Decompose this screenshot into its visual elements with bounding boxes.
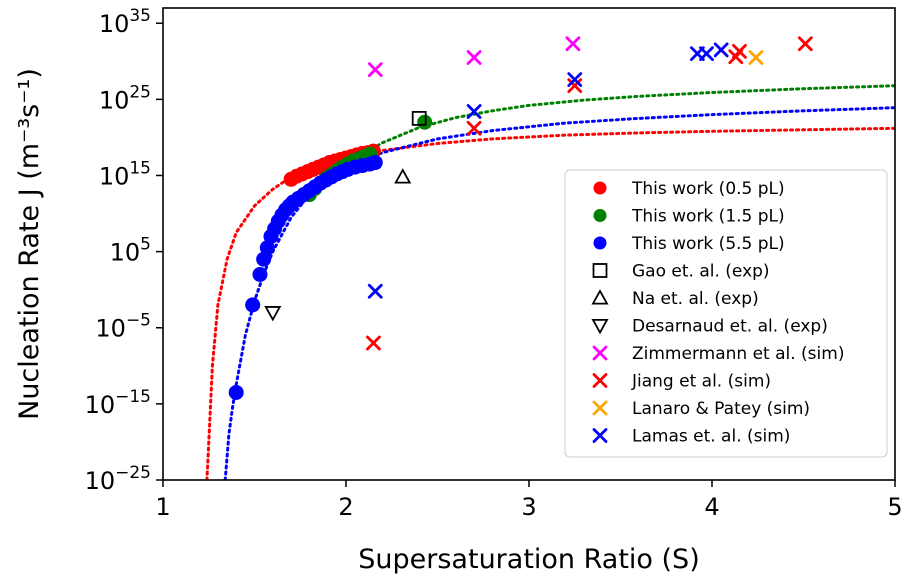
x-stroke xyxy=(592,428,608,443)
legend-marker xyxy=(593,236,607,250)
y-tick-label: 105 xyxy=(110,235,151,267)
legend-label: Gao et. al. (exp) xyxy=(632,262,770,282)
x-tick-label: 4 xyxy=(704,493,719,521)
legend-item: Jiang et al. (sim) xyxy=(592,372,771,392)
data-point xyxy=(264,306,282,322)
legend-label: Na et. al. (exp) xyxy=(632,289,759,309)
x-stroke xyxy=(699,46,714,62)
y-tick-label: 10−25 xyxy=(85,463,151,495)
x-stroke xyxy=(713,42,729,58)
legend-label: Zimmermann et al. (sim) xyxy=(632,344,844,364)
data-points xyxy=(228,36,813,400)
data-point xyxy=(367,62,383,78)
series-2 xyxy=(228,155,383,400)
legend-label: This work (0.5 pL) xyxy=(631,179,785,199)
x-stroke xyxy=(367,283,383,299)
series-7 xyxy=(366,36,813,351)
legend-label: Jiang et al. (sim) xyxy=(631,372,771,392)
data-point xyxy=(797,36,813,52)
data-point xyxy=(713,42,729,58)
x-stroke xyxy=(592,373,608,388)
y-tick-label: 10−5 xyxy=(95,311,151,343)
x-axis-title: Supersaturation Ratio (S) xyxy=(358,544,699,575)
x-stroke xyxy=(732,43,747,59)
y-tick-label: 10−15 xyxy=(85,387,151,419)
data-point xyxy=(466,104,482,119)
x-stroke xyxy=(466,120,482,136)
legend-marker xyxy=(592,345,608,361)
legend-marker xyxy=(592,373,608,388)
data-point xyxy=(259,240,275,256)
x-stroke xyxy=(797,36,813,52)
data-point xyxy=(567,72,583,87)
data-point xyxy=(228,384,244,400)
data-point xyxy=(417,114,433,130)
legend-item: This work (0.5 pL) xyxy=(593,179,785,199)
data-point xyxy=(466,120,482,136)
legend-label: Desarnaud et. al. (exp) xyxy=(632,317,828,337)
x-tick-label: 2 xyxy=(338,493,353,521)
legend-marker xyxy=(592,428,608,443)
data-point xyxy=(565,36,581,52)
data-point xyxy=(367,283,383,299)
x-stroke xyxy=(366,335,381,351)
axis-ticks: 1 2 3 4 5 10−25 10−15 10−5 105 1015 1025 1035 xyxy=(85,6,902,521)
x-stroke xyxy=(567,72,583,87)
legend-marker xyxy=(592,400,608,416)
legend-item: Zimmermann et al. (sim) xyxy=(592,344,844,364)
legend-marker xyxy=(591,318,609,335)
legend-item: Na et. al. (exp) xyxy=(591,289,759,309)
legend-item: Gao et. al. (exp) xyxy=(592,262,770,282)
data-point xyxy=(367,155,383,171)
legend-marker xyxy=(592,263,608,278)
legend-marker xyxy=(593,209,607,222)
legend-item: Lamas et. al. (sim) xyxy=(592,427,790,447)
series-9 xyxy=(367,42,729,299)
legend-marker xyxy=(593,181,607,195)
x-stroke xyxy=(565,36,581,52)
legend-item: This work (1.5 pL) xyxy=(593,207,785,227)
data-point xyxy=(394,168,412,184)
x-tick-label: 1 xyxy=(155,493,170,521)
x-stroke xyxy=(592,400,608,416)
data-point xyxy=(732,43,747,59)
x-stroke xyxy=(748,50,764,65)
series-6 xyxy=(367,36,581,78)
data-point xyxy=(252,266,268,282)
x-stroke xyxy=(466,50,482,65)
series-5 xyxy=(264,306,282,322)
legend-marker xyxy=(591,289,609,305)
data-point xyxy=(748,50,764,65)
data-point xyxy=(466,50,482,65)
legend: This work (0.5 pL) This work (1.5 pL) This… xyxy=(564,169,888,458)
y-tick-label: 1035 xyxy=(99,6,151,38)
x-tick-label: 3 xyxy=(521,493,536,521)
y-tick-label: 1025 xyxy=(99,82,151,114)
series-4 xyxy=(394,168,412,184)
legend-box xyxy=(564,169,888,458)
y-tick-label: 1015 xyxy=(99,158,151,190)
x-stroke xyxy=(466,104,482,119)
series-8 xyxy=(748,50,764,65)
data-point xyxy=(411,110,427,126)
legend-item: This work (5.5 pL) xyxy=(593,234,785,254)
legend-item: Desarnaud et. al. (exp) xyxy=(591,317,828,337)
legend-label: Lanaro & Patey (sim) xyxy=(632,399,810,419)
data-point xyxy=(366,335,381,351)
data-point xyxy=(245,297,261,313)
legend-label: Lamas et. al. (sim) xyxy=(632,427,790,447)
series-3 xyxy=(411,110,427,126)
legend-label: This work (1.5 pL) xyxy=(631,207,785,227)
data-point xyxy=(256,251,272,267)
data-point xyxy=(699,46,714,62)
legend-item: Lanaro & Patey (sim) xyxy=(592,399,810,419)
x-stroke xyxy=(592,345,608,361)
legend-label: This work (5.5 pL) xyxy=(631,234,785,254)
x-tick-label: 5 xyxy=(887,493,902,521)
x-stroke xyxy=(367,62,383,78)
y-axis-title: Nucleation Rate J (m⁻³s⁻¹) xyxy=(14,68,45,420)
